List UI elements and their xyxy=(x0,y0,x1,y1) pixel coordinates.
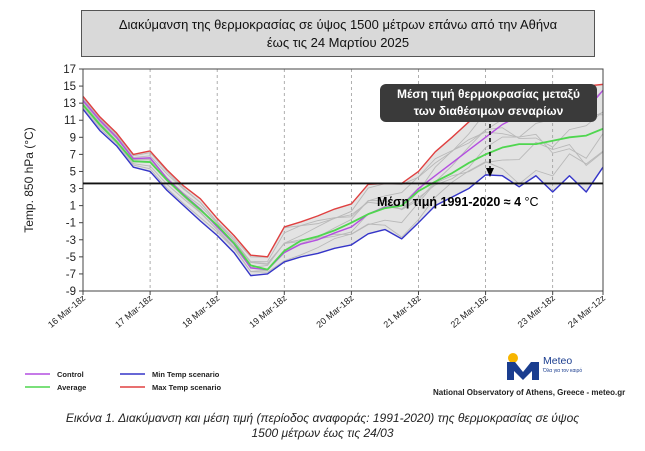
plot-frame xyxy=(82,68,604,292)
x-tick-label-5: 21 Mar-18z xyxy=(381,293,423,330)
caption-line2: 1500 μέτρων έως τις 24/03 xyxy=(251,426,394,440)
callout-arrow-head xyxy=(486,168,494,177)
y-tick-label-5: 7 xyxy=(70,149,76,161)
legend-label-0: Control xyxy=(57,370,84,379)
x-tick-label-3: 19 Mar-18z xyxy=(247,293,289,330)
x-tick-label-7: 23 Mar-18z xyxy=(516,293,558,330)
x-tick-label-6: 22 Mar-18z xyxy=(449,293,491,330)
min-series-line xyxy=(82,108,604,277)
y-tick-label-3: 11 xyxy=(64,115,76,127)
y-tick-label-6: 5 xyxy=(70,166,76,178)
x-tick-label-2: 18 Mar-18z xyxy=(180,293,222,330)
ensemble-member-line-0 xyxy=(82,106,604,273)
mean-label-unit: °C xyxy=(524,195,539,209)
chart-title-box: Διακύμανση της θερμοκρασίας σε ύψος 1500… xyxy=(81,10,595,57)
y-tick-label-2: 13 xyxy=(63,98,76,110)
observatory-credit: National Observatory of Athens, Greece -… xyxy=(433,388,626,397)
climatology-mean-label: Μέση τιμή 1991-2020 ≈ 4 °C xyxy=(377,195,539,209)
figure-caption: Εικόνα 1. Διακύμανση και μέση τιμή (περί… xyxy=(0,411,645,441)
meteo-logo-subtext: Όλα για τον καιρό xyxy=(543,368,583,374)
legend-label-1: Average xyxy=(57,383,86,392)
legend-label-3: Max Temp scenario xyxy=(152,383,221,392)
callout-line2: των διαθέσιμων σεναρίων xyxy=(413,104,564,118)
chart-title-line1: Διακύμανση της θερμοκρασίας σε ύψος 1500… xyxy=(118,17,558,32)
y-tick-label-8: 1 xyxy=(70,201,76,213)
callout-line1: Μέση τιμή θερμοκρασίας μεταξύ xyxy=(396,87,580,101)
y-tick-label-9: -1 xyxy=(66,218,76,230)
y-tick-label-1: 15 xyxy=(63,81,76,93)
meteo-logo: Meteo Όλα για τον καιρό xyxy=(505,352,645,386)
y-tick-label-12: -7 xyxy=(66,269,76,281)
y-axis-label: Temp. 850 hPa (°C) xyxy=(22,127,36,233)
y-tick-label-4: 9 xyxy=(70,132,76,144)
y-tick-label-10: -3 xyxy=(66,235,76,247)
average-callout: Μέση τιμή θερμοκρασίας μεταξύ των διαθέσ… xyxy=(380,84,597,122)
meteo-logo-icon xyxy=(507,353,539,380)
y-tick-label-0: 17 xyxy=(63,64,76,76)
temperature-chart: 17 15 13 11 9 7 5 3 1 -1 -3 -5 -7 -9 Temp. 850 hPa (°C… xyxy=(22,64,608,392)
y-tick-label-11: -5 xyxy=(66,252,76,264)
mean-label-text: Μέση τιμή 1991-2020 ≈ 4 xyxy=(377,195,522,209)
chart-title-line2: έως τις 24 Μαρτίου 2025 xyxy=(266,35,410,50)
x-tick-label-1: 17 Mar-18z xyxy=(113,293,155,330)
y-tick-label-13: -9 xyxy=(66,286,76,298)
x-tick-label-0: 16 Mar-18z xyxy=(46,293,88,330)
y-tick-label-7: 3 xyxy=(70,184,76,196)
caption-line1: Εικόνα 1. Διακύμανση και μέση τιμή (περί… xyxy=(65,411,580,425)
legend-label-2: Min Temp scenario xyxy=(152,370,220,379)
meteo-logo-text: Meteo xyxy=(543,355,573,367)
x-tick-label-4: 20 Mar-18z xyxy=(314,293,356,330)
x-tick-label-8: 24 Mar-12z xyxy=(566,293,608,330)
